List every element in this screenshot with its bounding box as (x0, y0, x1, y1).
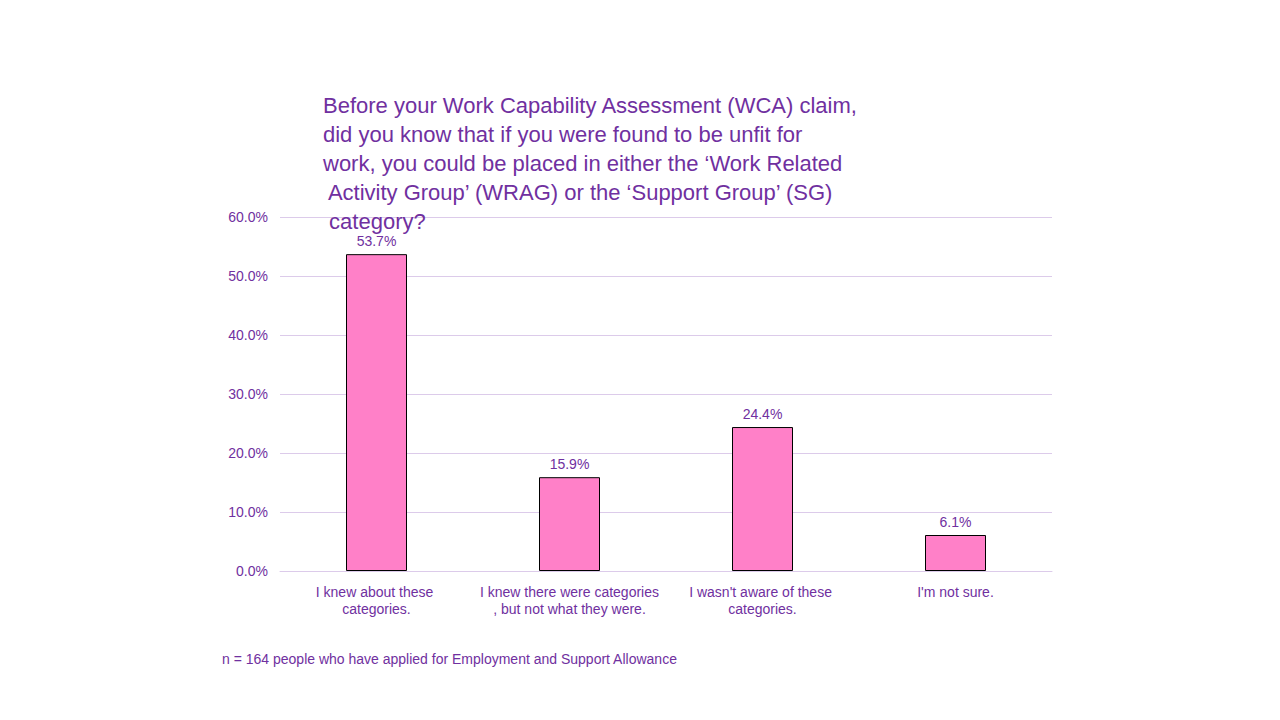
svg-text:Before your Work Capability As: Before your Work Capability Assessment (… (323, 93, 863, 118)
svg-text:category?: category? (323, 209, 426, 234)
svg-text:, but not what they were.: , but not what they were. (493, 601, 646, 617)
svg-text:53.7%: 53.7% (357, 233, 397, 249)
svg-text:0.0%: 0.0% (236, 563, 268, 579)
svg-text:6.1%: 6.1% (940, 514, 972, 530)
svg-text:24.4%: 24.4% (743, 406, 783, 422)
svg-text:Activity Group’ (WRAG) or the: Activity Group’ (WRAG) or the ‘Support G… (323, 180, 832, 205)
svg-text:10.0%: 10.0% (228, 504, 268, 520)
svg-text:60.0%: 60.0% (228, 209, 268, 225)
svg-text:categories.: categories. (342, 601, 410, 617)
svg-text:I'm not sure.: I'm not sure. (917, 584, 994, 600)
svg-text:I knew about these: I knew about these (316, 584, 437, 600)
svg-text:I wasn't aware of these: I wasn't aware of these (689, 584, 836, 600)
svg-text:40.0%: 40.0% (228, 327, 268, 343)
svg-text:n = 164 people who have applie: n = 164 people who have applied for Empl… (222, 651, 677, 667)
svg-text:I knew there were categories: I knew there were categories (480, 584, 659, 600)
svg-text:15.9%: 15.9% (550, 456, 590, 472)
svg-text:50.0%: 50.0% (228, 268, 268, 284)
svg-text:did you know that if you were: did you know that if you were found to b… (323, 122, 809, 147)
svg-text:work, you could be placed in e: work, you could be placed in either the … (322, 151, 842, 176)
svg-text:20.0%: 20.0% (228, 445, 268, 461)
svg-text:30.0%: 30.0% (228, 386, 268, 402)
svg-text:categories.: categories. (728, 601, 796, 617)
